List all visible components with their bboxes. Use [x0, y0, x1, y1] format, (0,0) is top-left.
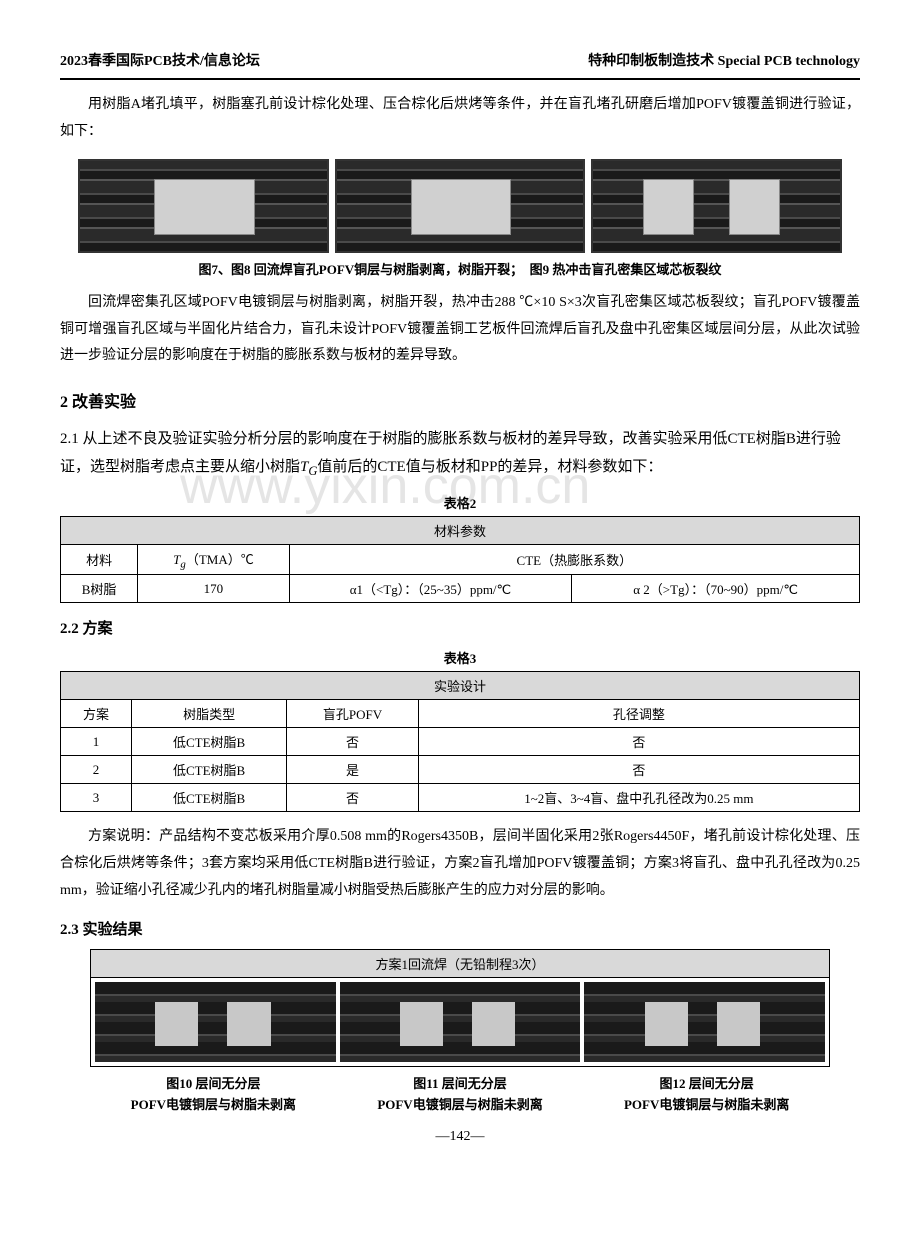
t2-r1c4: α 2（>Tg）：（70~90）ppm/℃	[572, 575, 860, 603]
t3-r1c2: 低CTE树脂B	[132, 728, 287, 756]
results-box: 方案1回流焊（无铅制程3次）	[90, 949, 830, 1067]
t2-r1c1: B树脂	[61, 575, 138, 603]
figure-9	[591, 159, 842, 253]
fig10-sub: POFV电镀铜层与树脂未剥离	[90, 1094, 337, 1113]
fig12-sub: POFV电镀铜层与树脂未剥离	[583, 1094, 830, 1113]
figure-12	[584, 982, 825, 1062]
results-captions: 图10 层间无分层 图11 层间无分层 图12 层间无分层	[90, 1073, 830, 1092]
fig10-caption: 图10 层间无分层	[90, 1073, 337, 1092]
t3-r3c2: 低CTE树脂B	[132, 784, 287, 812]
table-2: 材料参数 材料 Tg（TMA）℃ CTE（热膨胀系数） B树脂 170 α1（<…	[60, 516, 860, 604]
t3-h4: 孔径调整	[418, 700, 859, 728]
t3-r3c1: 3	[61, 784, 132, 812]
t2-h2: Tg（TMA）℃	[138, 544, 289, 575]
table3-title: 实验设计	[61, 672, 860, 700]
section-2-title: 2 改善实验	[60, 388, 860, 412]
t2-r1c3: α1（<Tg）：（25~35）ppm/℃	[289, 575, 572, 603]
page-number: —142—	[60, 1129, 860, 1145]
paragraph-after-figs: 回流焊密集孔区域POFV电镀铜层与树脂剥离，树脂开裂，热冲击288 ℃×10 S…	[60, 290, 860, 370]
table-3: 实验设计 方案 树脂类型 盲孔POFV 孔径调整 1 低CTE树脂B 否 否 2…	[60, 671, 860, 812]
t3-r3c3: 否	[287, 784, 419, 812]
t3-h3: 盲孔POFV	[287, 700, 419, 728]
t2-r1c2: 170	[138, 575, 289, 603]
results-subcaptions: POFV电镀铜层与树脂未剥离 POFV电镀铜层与树脂未剥离 POFV电镀铜层与树…	[90, 1094, 830, 1113]
intro-paragraph: 用树脂A堵孔填平，树脂塞孔前设计棕化处理、压合棕化后烘烤等条件，并在盲孔堵孔研磨…	[60, 92, 860, 145]
t3-r3c4: 1~2盲、3~4盲、盘中孔孔径改为0.25 mm	[418, 784, 859, 812]
t3-h2: 树脂类型	[132, 700, 287, 728]
figure-8	[335, 159, 586, 253]
figure-7	[78, 159, 329, 253]
t3-r1c4: 否	[418, 728, 859, 756]
figure-11	[340, 982, 581, 1062]
t3-r2c2: 低CTE树脂B	[132, 756, 287, 784]
t2-h1: 材料	[61, 544, 138, 575]
figure-789-caption: 图7、图8 回流焊盲孔POFV铜层与树脂剥离，树脂开裂； 图9 热冲击盲孔密集区…	[60, 259, 860, 278]
results-head: 方案1回流焊（无铅制程3次）	[91, 950, 829, 978]
table2-caption: 表格2	[60, 493, 860, 512]
fig11-sub: POFV电镀铜层与树脂未剥离	[337, 1094, 584, 1113]
section-21: 2.1 从上述不良及验证实验分析分层的影响度在于树脂的膨胀系数与板材的差异导致，…	[60, 426, 860, 483]
t3-h1: 方案	[61, 700, 132, 728]
section-23: 2.3 实验结果	[60, 918, 860, 939]
t3-r2c4: 否	[418, 756, 859, 784]
figure-10	[95, 982, 336, 1062]
section-22: 2.2 方案	[60, 617, 860, 638]
table3-caption: 表格3	[60, 648, 860, 667]
table2-title: 材料参数	[61, 516, 860, 544]
t3-r1c3: 否	[287, 728, 419, 756]
t3-r2c1: 2	[61, 756, 132, 784]
header-left: 2023春季国际PCB技术/信息论坛	[60, 50, 260, 70]
t2-h3: CTE（热膨胀系数）	[289, 544, 859, 575]
header-right: 特种印制板制造技术 Special PCB technology	[588, 50, 860, 70]
page-header: 2023春季国际PCB技术/信息论坛 特种印制板制造技术 Special PCB…	[60, 50, 860, 80]
t3-r2c3: 是	[287, 756, 419, 784]
plan-description: 方案说明：产品结构不变芯板采用介厚0.508 mm的Rogers4350B，层间…	[60, 824, 860, 904]
figure-row-789	[78, 159, 842, 253]
fig12-caption: 图12 层间无分层	[583, 1073, 830, 1092]
section-21-tail: 值前后的CTE值与板材和PP的差异，材料参数如下：	[317, 459, 662, 475]
fig11-caption: 图11 层间无分层	[337, 1073, 584, 1092]
t3-r1c1: 1	[61, 728, 132, 756]
